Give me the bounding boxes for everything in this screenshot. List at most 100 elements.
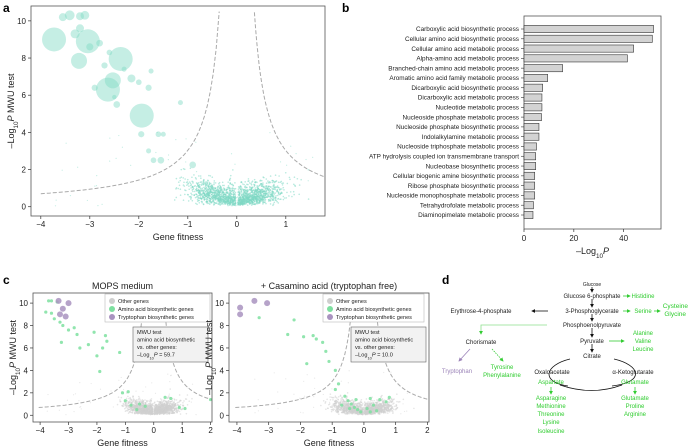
other-gene-point (210, 201, 212, 204)
other-gene-point (234, 191, 237, 194)
other-gene-point (162, 401, 164, 403)
other-gene-point (195, 186, 198, 188)
other-gene-point (173, 199, 176, 201)
other-gene-point (228, 201, 231, 204)
other-gene-point (284, 171, 287, 174)
other-gene-point (128, 408, 130, 411)
other-gene-point (118, 379, 120, 381)
other-gene-point (208, 182, 211, 185)
amino-acid-gene-point (137, 402, 142, 406)
other-gene-point (128, 411, 131, 413)
other-gene-point (265, 202, 267, 205)
other-gene-point (273, 193, 275, 196)
gene-set-bubble (155, 131, 162, 138)
other-gene-point (349, 411, 352, 413)
plot-title: MOPS medium (92, 281, 153, 291)
other-gene-point (176, 401, 179, 404)
other-gene-point (177, 181, 180, 183)
other-gene-point (243, 183, 245, 186)
other-gene-point (120, 376, 122, 379)
other-gene-point (346, 403, 348, 406)
other-gene-point (226, 198, 228, 201)
mwu-stat-line: amino acid biosynthetic (137, 338, 195, 344)
gene-set-bubble (76, 24, 84, 33)
other-gene-point (73, 410, 75, 413)
y-tick-label: 0 (24, 411, 29, 420)
other-gene-point (146, 407, 149, 410)
bar (523, 201, 534, 210)
other-gene-point (334, 410, 337, 412)
other-gene-point (278, 186, 280, 189)
other-gene-point (151, 403, 153, 406)
amino-acid-gene-point (95, 354, 99, 358)
mwu-stat-box (132, 326, 209, 363)
other-gene-point (122, 388, 125, 391)
other-gene-point (348, 412, 351, 415)
other-gene-point (247, 178, 250, 180)
amino-acid-gene-point (98, 369, 102, 374)
other-gene-point (248, 188, 251, 191)
other-gene-point (320, 404, 322, 407)
other-gene-point (338, 408, 341, 411)
other-gene-point (292, 183, 295, 186)
other-gene-point (260, 198, 263, 201)
other-gene-point (396, 406, 399, 409)
other-gene-point (208, 187, 210, 189)
other-gene-point (245, 202, 247, 205)
other-gene-point (132, 405, 135, 408)
other-gene-point (135, 403, 137, 405)
other-gene-point (259, 191, 261, 193)
other-gene-point (227, 181, 230, 183)
other-gene-point (215, 187, 217, 189)
other-gene-point (155, 151, 157, 154)
other-gene-point (193, 190, 196, 193)
x-tick-label: 2 (208, 426, 213, 435)
other-gene-point (140, 400, 143, 402)
other-gene-point (201, 182, 204, 185)
other-gene-point (254, 189, 257, 191)
other-gene-point (209, 185, 212, 188)
other-gene-point (348, 405, 350, 407)
other-gene-point (145, 411, 148, 414)
other-gene-point (251, 189, 253, 191)
other-gene-point (326, 398, 328, 401)
other-gene-point (278, 192, 280, 194)
other-gene-point (268, 180, 271, 183)
category-label: Branched-chain amino acid metabolic proc… (388, 65, 519, 72)
other-gene-point (266, 192, 268, 194)
other-gene-point (213, 180, 216, 182)
other-gene-point (209, 189, 212, 191)
other-gene-point (169, 406, 172, 408)
other-gene-point (248, 202, 251, 204)
other-gene-point (201, 187, 204, 190)
amino-acid-gene-point (183, 406, 187, 411)
legend-marker (109, 298, 115, 304)
other-gene-point (198, 186, 201, 189)
other-gene-point (177, 408, 180, 411)
x-tick-label: −4 (36, 220, 46, 229)
amino-acid-gene-point (47, 299, 51, 303)
other-gene-point (233, 197, 236, 199)
gene-set-bubble (146, 148, 152, 154)
mwu-stat-line: vs. other genes: (137, 345, 177, 351)
other-gene-point (222, 187, 225, 189)
other-gene-point (271, 179, 273, 182)
other-gene-point (145, 386, 147, 388)
gene-set-bubble (58, 13, 67, 22)
other-gene-point (242, 195, 245, 198)
other-gene-point (253, 196, 256, 199)
other-gene-point (142, 390, 144, 393)
other-gene-point (225, 189, 228, 191)
other-gene-point (58, 409, 60, 411)
other-gene-point (353, 403, 355, 405)
other-gene-point (250, 197, 253, 200)
other-gene-point (346, 413, 349, 415)
other-gene-point (250, 186, 253, 189)
bar (523, 34, 653, 43)
other-gene-point (179, 179, 182, 182)
gene-set-bubble (108, 46, 133, 71)
other-gene-point (188, 185, 190, 187)
other-gene-point (77, 166, 79, 168)
other-gene-point (194, 184, 197, 187)
